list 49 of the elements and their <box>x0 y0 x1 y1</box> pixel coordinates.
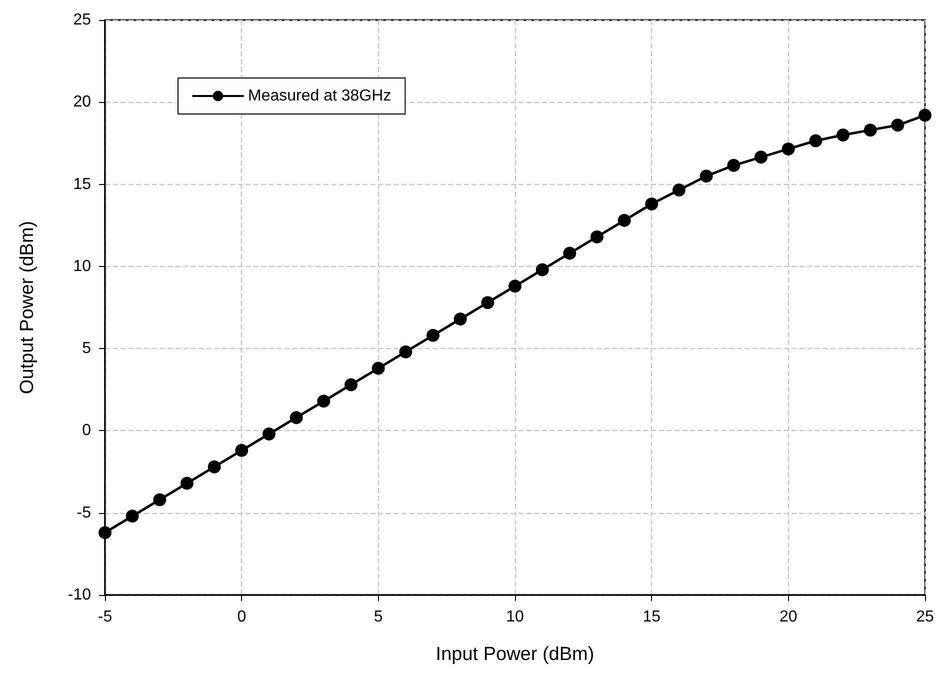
point <box>700 170 713 183</box>
point <box>153 493 166 506</box>
point <box>563 246 576 260</box>
y-tick-label: 0 <box>82 422 92 440</box>
x-tick-label: -5 <box>98 608 112 626</box>
point <box>672 184 686 197</box>
y-tick-label: -10 <box>68 586 92 604</box>
point <box>836 128 850 142</box>
point <box>782 142 795 156</box>
point <box>98 526 112 540</box>
point <box>344 378 358 392</box>
point <box>290 411 303 424</box>
x-tick-label: 10 <box>506 608 524 626</box>
point <box>727 158 740 172</box>
y-tick-label: 20 <box>73 94 92 111</box>
point <box>754 150 768 164</box>
legend-label: Measured at 38GHz <box>248 88 392 104</box>
y-tick-label: 25 <box>73 12 92 28</box>
point <box>618 214 631 227</box>
x-axis-title: Input Power (dBm) <box>436 644 594 665</box>
point <box>809 134 822 148</box>
y-tick-label: 10 <box>73 258 92 275</box>
x-tick-label: 20 <box>779 608 798 626</box>
point <box>262 428 276 440</box>
point <box>508 280 522 293</box>
point <box>180 476 194 490</box>
point <box>426 328 440 342</box>
point <box>481 296 494 310</box>
y-axis-title: Output Power (dBm) <box>17 220 38 394</box>
point <box>864 124 877 137</box>
point <box>454 312 467 326</box>
y-tick-label: 15 <box>73 176 92 193</box>
point <box>645 198 658 210</box>
point <box>235 444 248 457</box>
point <box>399 345 412 358</box>
y-tick-label: -5 <box>76 504 92 522</box>
point <box>208 460 221 474</box>
x-tick-label: 0 <box>237 608 246 626</box>
point <box>918 108 932 122</box>
point <box>536 263 549 276</box>
point <box>317 394 330 408</box>
x-tick-label: 15 <box>642 608 661 626</box>
point <box>372 362 385 375</box>
point <box>126 510 139 523</box>
point <box>891 118 904 132</box>
y-tick-label: 5 <box>82 340 92 358</box>
x-tick-label: 25 <box>916 608 934 626</box>
x-tick-label: 5 <box>374 608 383 626</box>
point <box>590 230 604 244</box>
